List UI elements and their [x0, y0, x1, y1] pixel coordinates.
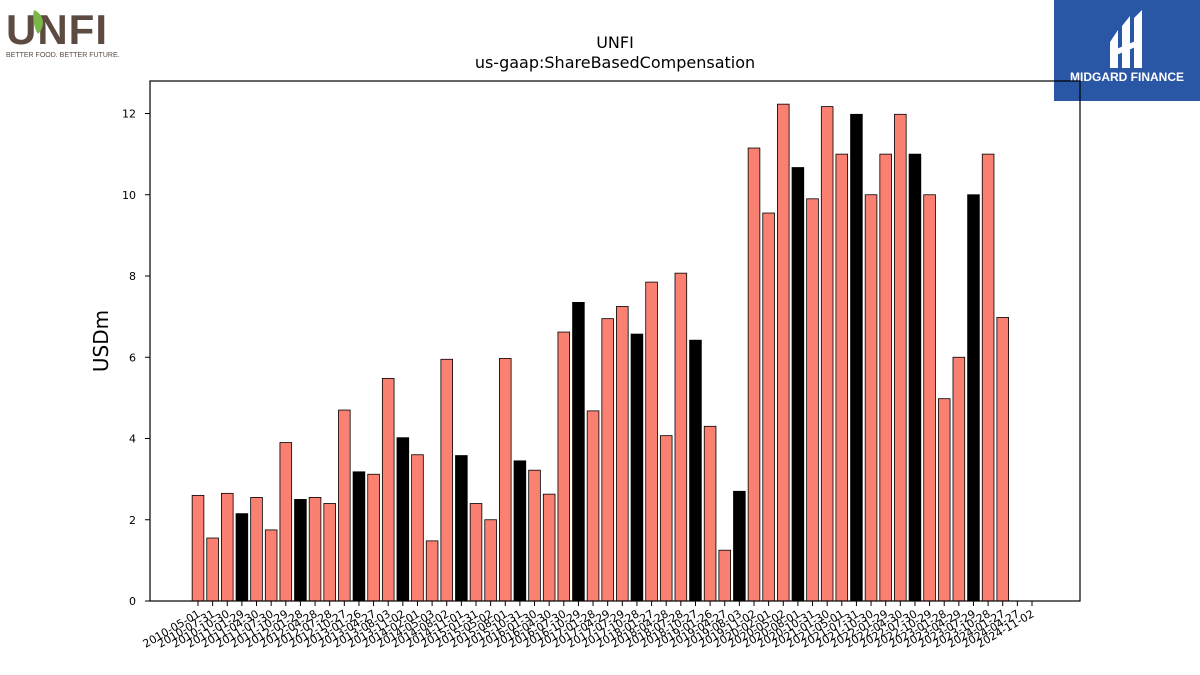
bar-2017-10-28 [630, 333, 644, 602]
bar-2021-10-30 [864, 194, 878, 602]
unfi-logo: UNFI BETTER FOOD. BETTER FUTURE. [6, 6, 120, 59]
bar-2018-10-27 [689, 339, 702, 602]
bar-2022-07-30 [908, 153, 922, 602]
bar-2017-01-28 [586, 410, 600, 602]
bar-2014-02-01 [411, 454, 424, 602]
bar-2016-01-30 [528, 469, 541, 602]
midgard-finance-logo: MIDGARD FINANCE [1054, 0, 1200, 101]
unfi-logo-tagline: BETTER FOOD. BETTER FUTURE. [6, 52, 120, 59]
plot-frame [149, 80, 1081, 602]
bar-2023-04-29 [952, 356, 966, 602]
bar-2014-11-01 [455, 455, 468, 602]
bar-2010-07-31 [206, 537, 219, 602]
bar-2012-10-27 [338, 409, 351, 602]
bar-2013-04-27 [367, 473, 380, 602]
bar-2011-10-29 [279, 442, 293, 602]
bar-2014-05-03 [425, 540, 439, 602]
bar-2018-01-27 [645, 281, 658, 602]
bar-2012-04-28 [308, 497, 322, 602]
y-axis-ticks: 0 2 4 6 8 10 12 [122, 108, 150, 608]
bar-2022-04-30 [894, 113, 907, 602]
x-axis-ticks: 2010-05-012010-07-312010-10-302011-01-29… [141, 601, 1037, 651]
midgard-mark-icon: MIDGARD FINANCE [1070, 10, 1184, 84]
bar-2024-01-27 [996, 317, 1009, 602]
bar-2011-01-29 [235, 513, 249, 602]
bar-2015-10-31 [513, 460, 527, 602]
y-axis-label: USDm [89, 310, 113, 372]
bar-2022-10-29 [923, 194, 936, 602]
bar-2010-10-30 [221, 492, 234, 602]
bar-2019-08-03 [733, 490, 746, 602]
y-tick-label: 4 [129, 433, 136, 446]
bar-2015-08-01 [499, 358, 512, 602]
bar-2021-01-30 [820, 106, 834, 602]
midgard-logo-brand: MIDGARD FINANCE [1070, 70, 1184, 84]
bar-2017-07-29 [616, 306, 629, 602]
bar-2010-05-01 [191, 494, 205, 602]
bar-2020-08-01 [791, 167, 805, 602]
bar-2021-07-31 [850, 113, 863, 602]
bar-2013-01-26 [352, 471, 366, 602]
y-tick-label: 10 [122, 189, 136, 202]
y-tick-label: 12 [122, 108, 136, 121]
bar-2020-02-01 [762, 212, 775, 602]
bar-2011-04-30 [250, 497, 263, 602]
bar-2023-01-28 [937, 398, 951, 602]
bar-2022-01-29 [879, 153, 892, 602]
y-tick-label: 2 [129, 514, 136, 527]
bar-2023-10-28 [981, 153, 995, 602]
bar-2016-04-30 [542, 493, 556, 602]
chart-subtitle: us-gaap:ShareBasedCompensation [475, 53, 755, 72]
unfi-logo-brand: UNFI [6, 6, 108, 53]
bar-2020-10-31 [806, 198, 819, 602]
bar-2020-05-02 [777, 103, 790, 602]
bar-2019-04-27 [718, 549, 731, 602]
y-tick-label: 8 [129, 270, 136, 283]
y-tick-label: 6 [129, 351, 136, 364]
bar-2012-07-28 [323, 503, 336, 602]
bar-2017-04-29 [601, 318, 614, 602]
bar-2021-05-01 [835, 153, 849, 602]
bar-2016-10-29 [572, 302, 585, 602]
bars [191, 103, 1009, 602]
y-tick-label: 0 [129, 595, 136, 608]
bar-2013-11-02 [396, 437, 410, 602]
bar-2015-01-31 [469, 503, 483, 602]
bar-2013-08-03 [381, 377, 395, 602]
bar-2018-07-28 [674, 272, 688, 602]
bar-2016-07-30 [557, 331, 571, 602]
bar-2019-01-26 [703, 425, 717, 602]
chart-title: UNFI [596, 33, 634, 52]
bar-2014-08-02 [440, 358, 453, 602]
bar-2018-04-28 [659, 435, 673, 602]
bar-2019-11-02 [747, 147, 761, 602]
bar-2012-01-28 [294, 499, 307, 602]
bar-2015-05-02 [484, 519, 497, 602]
bar-2011-07-30 [264, 529, 278, 602]
leaf-icon [33, 10, 43, 34]
bar-2023-07-29 [967, 194, 980, 602]
